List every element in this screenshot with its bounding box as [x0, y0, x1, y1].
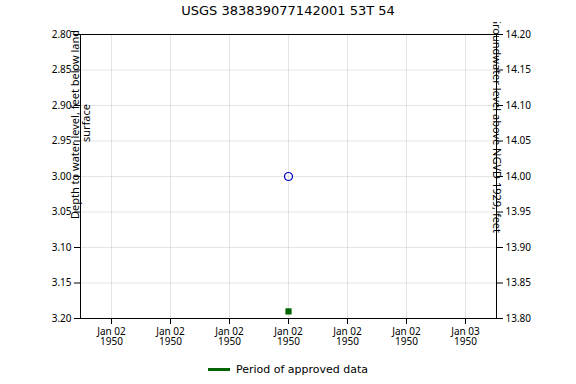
- svg-text:14.15: 14.15: [506, 62, 532, 76]
- svg-text:Jan 021950: Jan 021950: [214, 324, 244, 348]
- svg-text:Jan 031950: Jan 031950: [450, 324, 480, 348]
- svg-text:13.95: 13.95: [506, 204, 532, 218]
- svg-text:14.05: 14.05: [506, 133, 532, 147]
- svg-text:Depth to water level, feet bel: Depth to water level, feet below land su…: [67, 30, 93, 219]
- svg-text:14.20: 14.20: [506, 27, 532, 41]
- svg-text:13.90: 13.90: [506, 240, 532, 254]
- svg-text:13.80: 13.80: [506, 311, 532, 325]
- svg-text:2.80: 2.80: [51, 26, 72, 41]
- svg-text:3.05: 3.05: [51, 204, 72, 219]
- svg-text:14.10: 14.10: [506, 98, 532, 112]
- svg-text:3.20: 3.20: [52, 311, 72, 325]
- svg-text:2.85: 2.85: [51, 62, 72, 77]
- svg-text:Jan 021950: Jan 021950: [332, 324, 362, 348]
- svg-text:2.90: 2.90: [51, 97, 72, 112]
- svg-text:2.95: 2.95: [51, 133, 72, 148]
- svg-text:Groundwater level above NGVD 1: Groundwater level above NGVD 1929, feet: [490, 22, 505, 233]
- html-text:Period of approved data: Period of approved data: [235, 362, 369, 376]
- svg-text:13.85: 13.85: [506, 275, 532, 289]
- svg-text:Jan 021950: Jan 021950: [391, 324, 421, 348]
- svg-text:3.10: 3.10: [52, 240, 72, 254]
- svg-text:3.15: 3.15: [52, 275, 72, 289]
- svg-text:Jan 021950: Jan 021950: [155, 324, 185, 348]
- svg-text:Jan 021950: Jan 021950: [96, 324, 126, 348]
- html-text:USGS 383839077142001 53T 54: USGS 383839077142001 53T 54: [181, 3, 395, 18]
- svg-text:14.00: 14.00: [506, 169, 532, 183]
- svg-text:Jan 021950: Jan 021950: [273, 324, 303, 348]
- svg-text:3.00: 3.00: [51, 168, 72, 183]
